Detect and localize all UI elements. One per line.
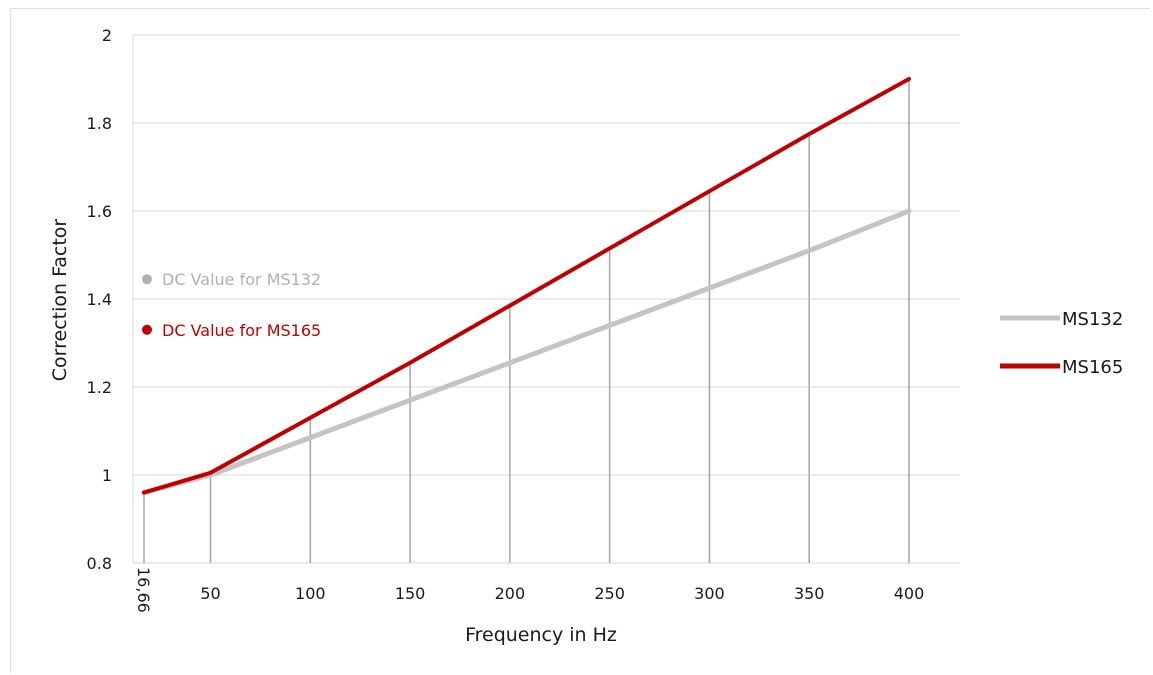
gridlines <box>132 34 960 564</box>
x-tick-label: 100 <box>295 584 326 603</box>
x-tick-label: 250 <box>594 584 625 603</box>
y-tick-label: 1.8 <box>87 114 112 133</box>
x-axis-title: Frequency in Hz <box>465 624 617 646</box>
legend-label: MS165 <box>1062 357 1123 378</box>
y-tick-label: 1.6 <box>87 202 112 221</box>
x-tick-label: 50 <box>200 584 220 603</box>
x-tick-label: 150 <box>395 584 426 603</box>
x-tick-label: 200 <box>495 584 526 603</box>
chart-area <box>10 8 1150 673</box>
y-tick-label: 1.4 <box>87 290 112 309</box>
y-tick-label: 1.2 <box>87 378 112 397</box>
x-axis-ticks: 16,66 50 100 150 200 250 300 350 400 <box>134 567 924 613</box>
x-tick-label: 350 <box>794 584 825 603</box>
series-line-ms132 <box>141 208 912 496</box>
series-line-ms165 <box>142 77 911 495</box>
y-tick-label: 1 <box>102 466 112 485</box>
y-tick-label: 2 <box>102 26 112 45</box>
dc-value-label: DC Value for MS165 <box>162 321 321 340</box>
y-axis-ticks: 0.8 1 1.2 1.4 1.6 1.8 2 <box>87 26 112 573</box>
series-lines <box>141 77 912 496</box>
drop-lines <box>143 79 910 563</box>
dc-value-label: DC Value for MS132 <box>162 270 321 289</box>
legend: MS132 MS165 <box>1000 309 1123 378</box>
annotations: DC Value for MS132 DC Value for MS165 <box>142 270 321 340</box>
x-tick-label: 300 <box>694 584 725 603</box>
x-tick-label: 400 <box>894 584 925 603</box>
y-axis-title: Correction Factor <box>49 219 71 382</box>
legend-label: MS132 <box>1062 309 1123 330</box>
dc-value-point <box>142 274 152 285</box>
y-tick-label: 0.8 <box>87 554 112 573</box>
dc-value-point <box>142 324 152 335</box>
x-tick-label: 16,66 <box>134 567 153 613</box>
